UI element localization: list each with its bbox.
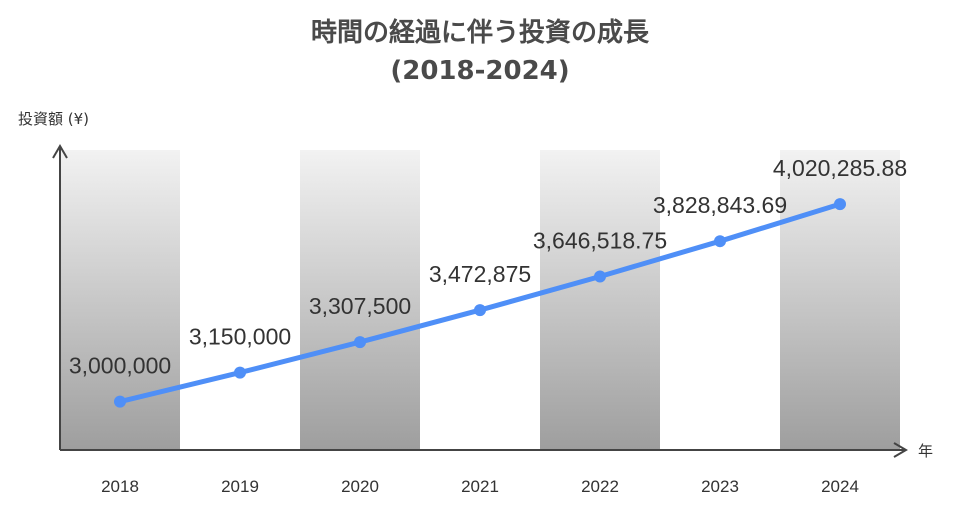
x-axis-arrow bbox=[893, 442, 908, 458]
data-point bbox=[474, 304, 486, 317]
x-tick-labels: 2018 2019 2020 2021 2022 2023 2024 bbox=[101, 477, 859, 496]
axes bbox=[52, 144, 908, 458]
chart-subtitle: (2018-2024) bbox=[390, 56, 570, 86]
data-point bbox=[234, 366, 246, 379]
series-line bbox=[117, 201, 843, 405]
data-label: 4,020,285.88 bbox=[773, 155, 907, 181]
x-tick-label: 2022 bbox=[581, 477, 619, 496]
x-tick-label: 2024 bbox=[821, 477, 859, 496]
data-point bbox=[834, 198, 846, 211]
band-2024 bbox=[780, 150, 900, 450]
data-labels: 3,000,000 3,150,000 3,307,500 3,472,8753,64… bbox=[69, 155, 907, 378]
data-label: 3,646,518.75 bbox=[533, 227, 667, 253]
column-bands bbox=[60, 150, 900, 450]
x-tick-label: 2021 bbox=[461, 477, 499, 496]
x-tick-label: 2018 bbox=[101, 477, 139, 496]
chart-title: 時間の経過に伴う投資の成長 bbox=[310, 18, 649, 48]
x-tick-label: 2019 bbox=[221, 477, 259, 496]
data-point bbox=[354, 336, 366, 349]
data-point bbox=[714, 235, 726, 248]
y-axis-arrow bbox=[52, 144, 68, 159]
data-points bbox=[114, 198, 846, 408]
x-tick-label: 2023 bbox=[701, 477, 739, 496]
band-2020 bbox=[300, 150, 420, 450]
data-label: 3,472,875 bbox=[429, 261, 531, 287]
data-point bbox=[594, 270, 606, 283]
data-point bbox=[114, 395, 126, 408]
data-label: 3,150,000 bbox=[189, 324, 291, 350]
data-label: 3,828,843.69 bbox=[653, 192, 787, 218]
chart-title-block: 時間の経過に伴う投資の成長 (2018-2024) bbox=[0, 14, 960, 90]
y-axis-label: 投資額 (¥) bbox=[18, 110, 89, 128]
x-tick-label: 2020 bbox=[341, 477, 379, 496]
data-label: 3,307,500 bbox=[309, 293, 411, 319]
band-2022 bbox=[540, 150, 660, 450]
data-label: 3,000,000 bbox=[69, 353, 171, 379]
x-axis-label: 年 bbox=[918, 442, 933, 460]
